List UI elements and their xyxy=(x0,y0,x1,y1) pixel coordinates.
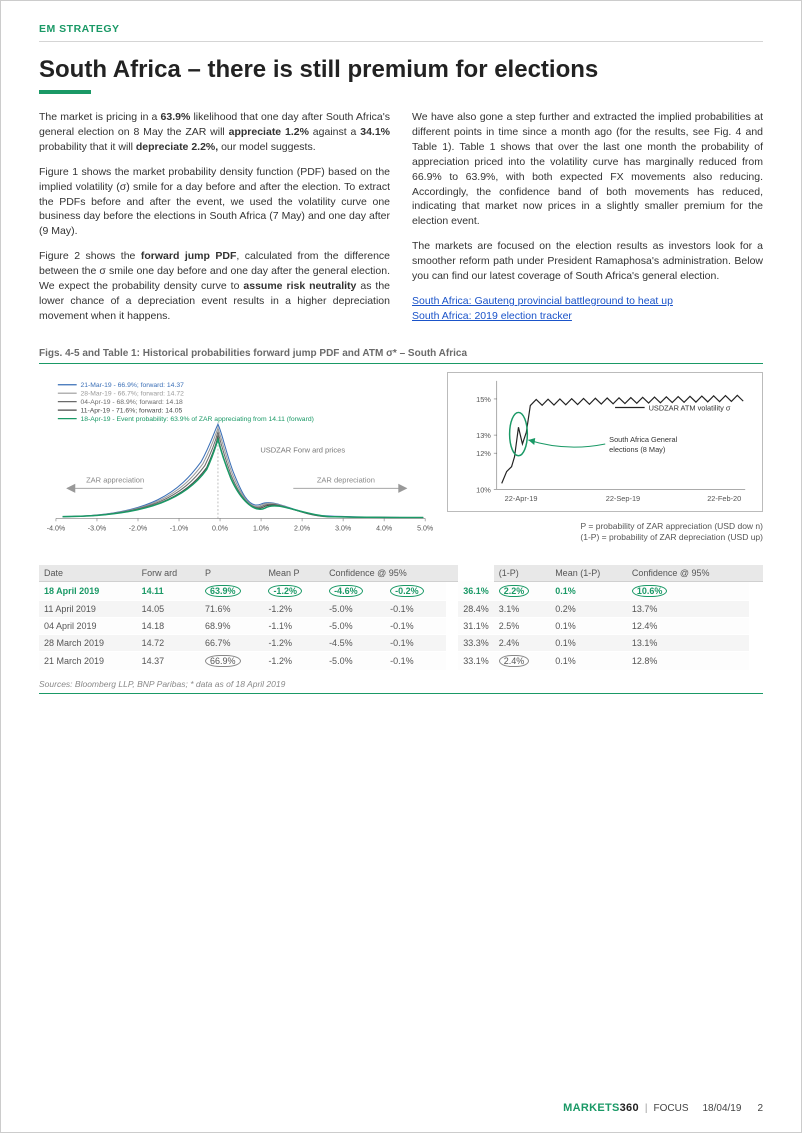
table-row: 11 April 201914.0571.6%-1.2%-5.0%-0.1%28… xyxy=(39,600,763,617)
svg-text:18-Apr-19 - Event probability:: 18-Apr-19 - Event probability: 63.9% of … xyxy=(80,416,313,423)
arrow-left-label: ZAR appreciation xyxy=(86,475,144,484)
figure-title: Figs. 4-5 and Table 1: Historical probab… xyxy=(39,348,763,364)
chart-center-label: USDZAR Forw ard prices xyxy=(260,445,345,454)
table-header: (1-P) xyxy=(494,565,550,582)
footer-date: 18/04/19 xyxy=(703,1103,742,1114)
table-header: Confidence @ 95% xyxy=(627,565,749,582)
page-title: South Africa – there is still premium fo… xyxy=(39,56,763,84)
svg-text:3.0%: 3.0% xyxy=(335,525,352,532)
body-col-right: We have also gone a step further and ext… xyxy=(412,110,763,334)
table-header xyxy=(749,565,763,582)
svg-text:5.0%: 5.0% xyxy=(417,525,434,532)
svg-text:0.0%: 0.0% xyxy=(212,525,229,532)
data-table: DateForw ardPMean PConfidence @ 95%(1-P)… xyxy=(39,565,763,671)
svg-text:-2.0%: -2.0% xyxy=(129,525,148,532)
svg-text:-1.0%: -1.0% xyxy=(170,525,189,532)
svg-text:2.0%: 2.0% xyxy=(294,525,311,532)
footer-page: 2 xyxy=(757,1103,763,1114)
body-paragraph: Figure 1 shows the market probability de… xyxy=(39,165,390,240)
body-col-left: The market is pricing in a 63.9% likelih… xyxy=(39,110,390,334)
svg-text:22-Apr-19: 22-Apr-19 xyxy=(504,494,537,503)
annotation-line2: elections (8 May) xyxy=(609,445,665,454)
svg-text:-4.0%: -4.0% xyxy=(47,525,66,532)
svg-text:22-Sep-19: 22-Sep-19 xyxy=(605,494,639,503)
table-row: 28 March 201914.7266.7%-1.2%-4.5%-0.1%33… xyxy=(39,634,763,651)
table-row: 04 April 201914.1868.9%-1.1%-5.0%-0.1%31… xyxy=(39,617,763,634)
section-label: EM STRATEGY xyxy=(39,23,763,42)
table-header: Forw ard xyxy=(137,565,200,582)
body-paragraph: The markets are focused on the election … xyxy=(412,239,763,284)
footer-label: FOCUS xyxy=(654,1103,689,1114)
table-header: Confidence @ 95% xyxy=(324,565,446,582)
table-row: 21 March 201914.3766.9%-1.2%-5.0%-0.1%33… xyxy=(39,651,763,670)
svg-text:15%: 15% xyxy=(476,395,491,404)
arrow-right-label: ZAR depreciation xyxy=(317,475,375,484)
chart-atm-vol: 10% 12% 13% 15% USDZAR ATM volatility σ Sou… xyxy=(447,372,763,543)
page-footer: MARKETS360 | FOCUS 18/04/19 2 xyxy=(563,1102,763,1114)
body-paragraph: We have also gone a step further and ext… xyxy=(412,110,763,229)
chart-subcaption: P = probability of ZAR appreciation (USD… xyxy=(447,521,763,543)
body-paragraph: The market is pricing in a 63.9% likelih… xyxy=(39,110,390,155)
body-paragraph: Figure 2 shows the forward jump PDF, cal… xyxy=(39,249,390,324)
svg-text:4.0%: 4.0% xyxy=(376,525,393,532)
svg-text:22-Feb-20: 22-Feb-20 xyxy=(707,494,741,503)
svg-text:10%: 10% xyxy=(476,485,491,494)
svg-text:12%: 12% xyxy=(476,449,491,458)
svg-text:11-Apr-19 - 71.6%; forward: 14: 11-Apr-19 - 71.6%; forward: 14.05 xyxy=(80,407,182,414)
body-link[interactable]: South Africa: 2019 election tracker xyxy=(412,310,572,322)
table-header: Mean (1-P) xyxy=(550,565,627,582)
svg-text:1.0%: 1.0% xyxy=(253,525,270,532)
footer-brand: MARKETS360 xyxy=(563,1102,639,1114)
series-label: USDZAR ATM volatility σ xyxy=(648,403,730,412)
svg-text:04-Apr-19 - 68.9%; forward: 14: 04-Apr-19 - 68.9%; forward: 14.18 xyxy=(80,399,183,406)
svg-text:13%: 13% xyxy=(476,431,491,440)
svg-text:21-Mar-19 - 66.9%; forward: 14: 21-Mar-19 - 66.9%; forward: 14.37 xyxy=(80,382,184,389)
svg-text:28-Mar-19 - 66.7%; forward: 14: 28-Mar-19 - 66.7%; forward: 14.72 xyxy=(80,390,184,397)
figure-source: Sources: Bloomberg LLP, BNP Paribas; * d… xyxy=(39,679,763,694)
chart-pdf: 21-Mar-19 - 66.9%; forward: 14.3728-Mar-… xyxy=(39,372,435,555)
table-row: 18 April 201914.1163.9%-1.2%-4.6%-0.2%36… xyxy=(39,581,763,600)
table-header: P xyxy=(200,565,263,582)
body-columns: The market is pricing in a 63.9% likelih… xyxy=(39,110,763,334)
table-header: Date xyxy=(39,565,137,582)
annotation-line1: South Africa General xyxy=(609,435,677,444)
body-link[interactable]: South Africa: Gauteng provincial battleg… xyxy=(412,295,673,307)
headline-underline xyxy=(39,90,91,94)
table-header xyxy=(446,565,458,582)
svg-text:-3.0%: -3.0% xyxy=(88,525,107,532)
table-header: Mean P xyxy=(263,565,324,582)
